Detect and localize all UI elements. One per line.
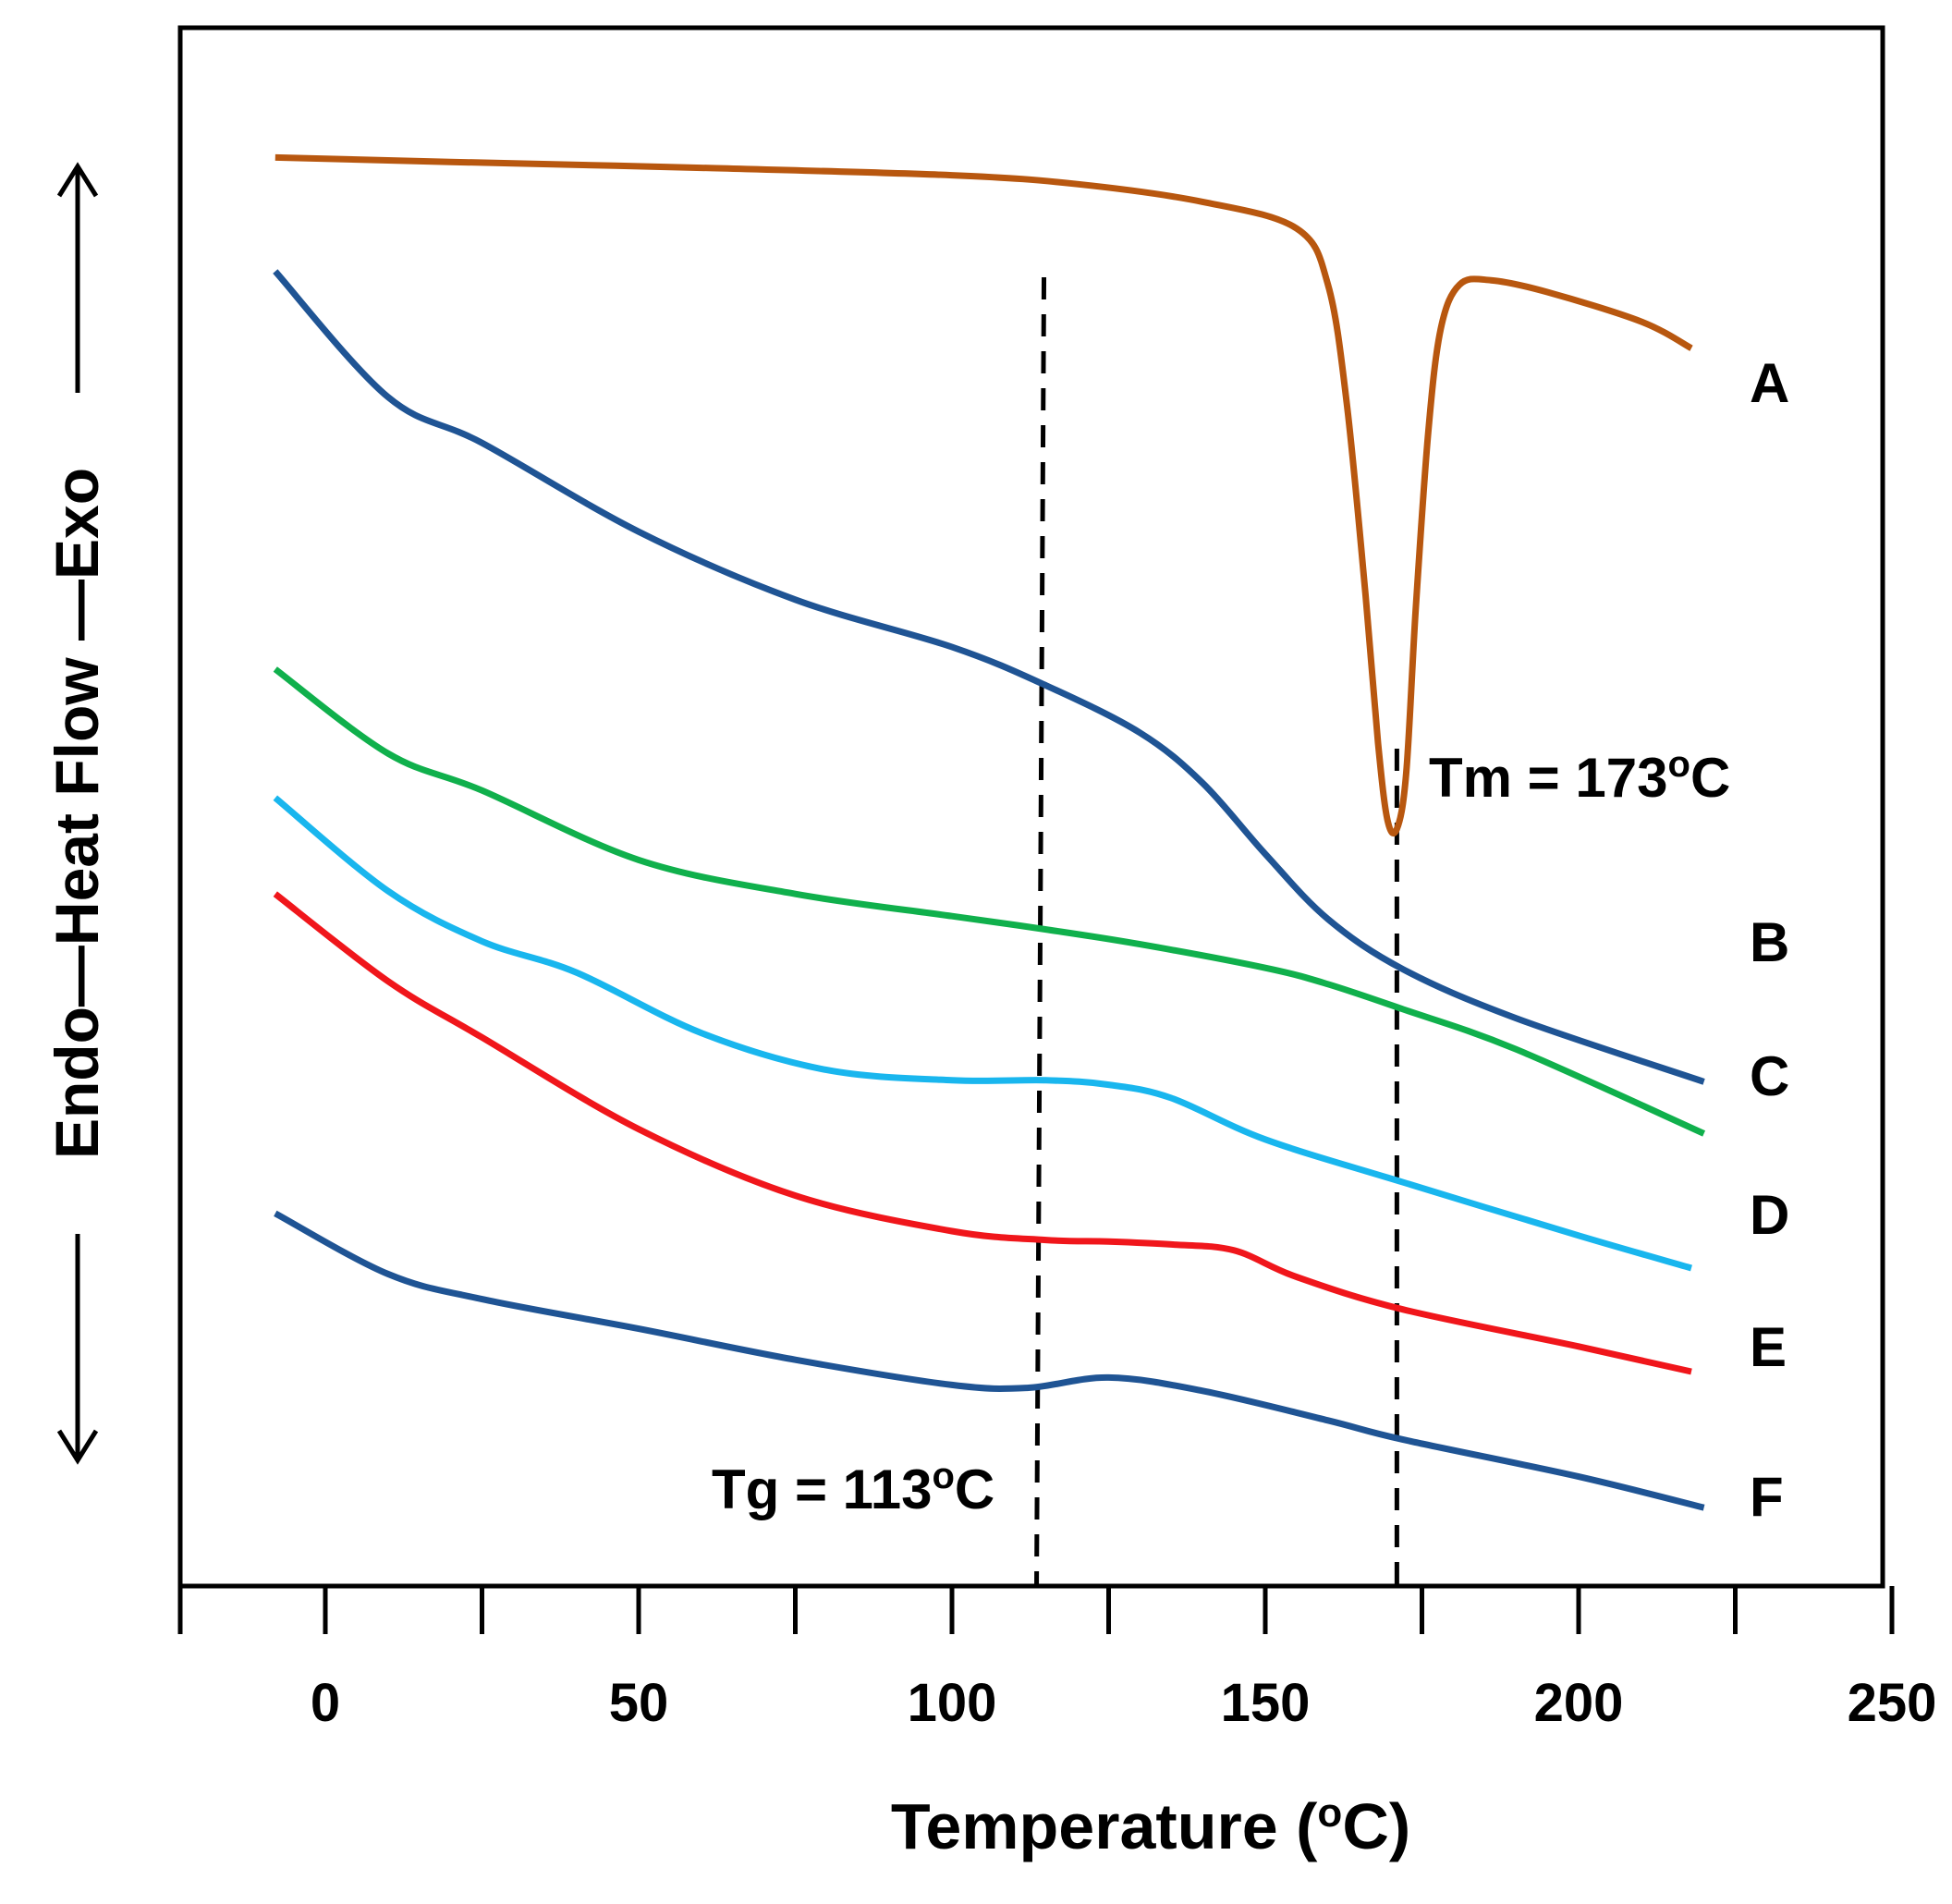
series-label-f: F xyxy=(1750,1466,1784,1528)
x-axis: 0 50 100 150 200 250 xyxy=(177,1583,1937,1733)
series-label-e: E xyxy=(1750,1316,1787,1378)
reference-lines xyxy=(1034,276,1399,1587)
series-a-line xyxy=(274,153,1693,837)
x-tick-label: 100 xyxy=(908,1673,997,1733)
series-labels: A B C D E F xyxy=(1750,352,1789,1528)
x-tick-label: 150 xyxy=(1221,1673,1311,1733)
y-arrow-head-up xyxy=(56,162,99,198)
series-label-c: C xyxy=(1750,1045,1789,1107)
series-label-b: B xyxy=(1750,911,1789,973)
x-tick-label: 200 xyxy=(1534,1673,1624,1733)
x-tick-label: 250 xyxy=(1848,1673,1937,1733)
series-e-line xyxy=(273,891,1692,1375)
series-f-line xyxy=(274,1210,1705,1511)
series-label-d: D xyxy=(1750,1184,1789,1246)
x-title-superscript: o xyxy=(1317,1790,1342,1836)
series-d-line xyxy=(273,795,1692,1272)
y-axis-title: Endo—Heat Flow —Exo xyxy=(43,468,111,1159)
y-axis-arrow: Endo—Heat Flow —Exo xyxy=(37,162,120,1465)
x-axis-title: Temperature (oC) xyxy=(891,1790,1410,1862)
x-tick-label: 0 xyxy=(311,1673,340,1733)
tm-annotation: Tm = 173oC xyxy=(1429,744,1730,809)
series-label-a: A xyxy=(1750,352,1789,414)
tg-dashed-line xyxy=(1034,276,1047,1587)
series-lines xyxy=(273,153,1706,1511)
annotations: Tg = 113oC Tm = 173oC xyxy=(712,744,1730,1520)
tg-annotation: Tg = 113oC xyxy=(712,1456,994,1520)
series-b-line xyxy=(273,269,1705,1085)
y-title-exo: Exo xyxy=(43,468,111,580)
y-arrow-head-down xyxy=(56,1429,99,1465)
series-c-line xyxy=(273,666,1706,1137)
y-title-mask xyxy=(37,393,120,1234)
x-tick-label: 50 xyxy=(609,1673,669,1733)
y-title-endo: Endo xyxy=(43,1007,111,1159)
y-title-heat-flow: Heat Flow xyxy=(43,657,111,946)
